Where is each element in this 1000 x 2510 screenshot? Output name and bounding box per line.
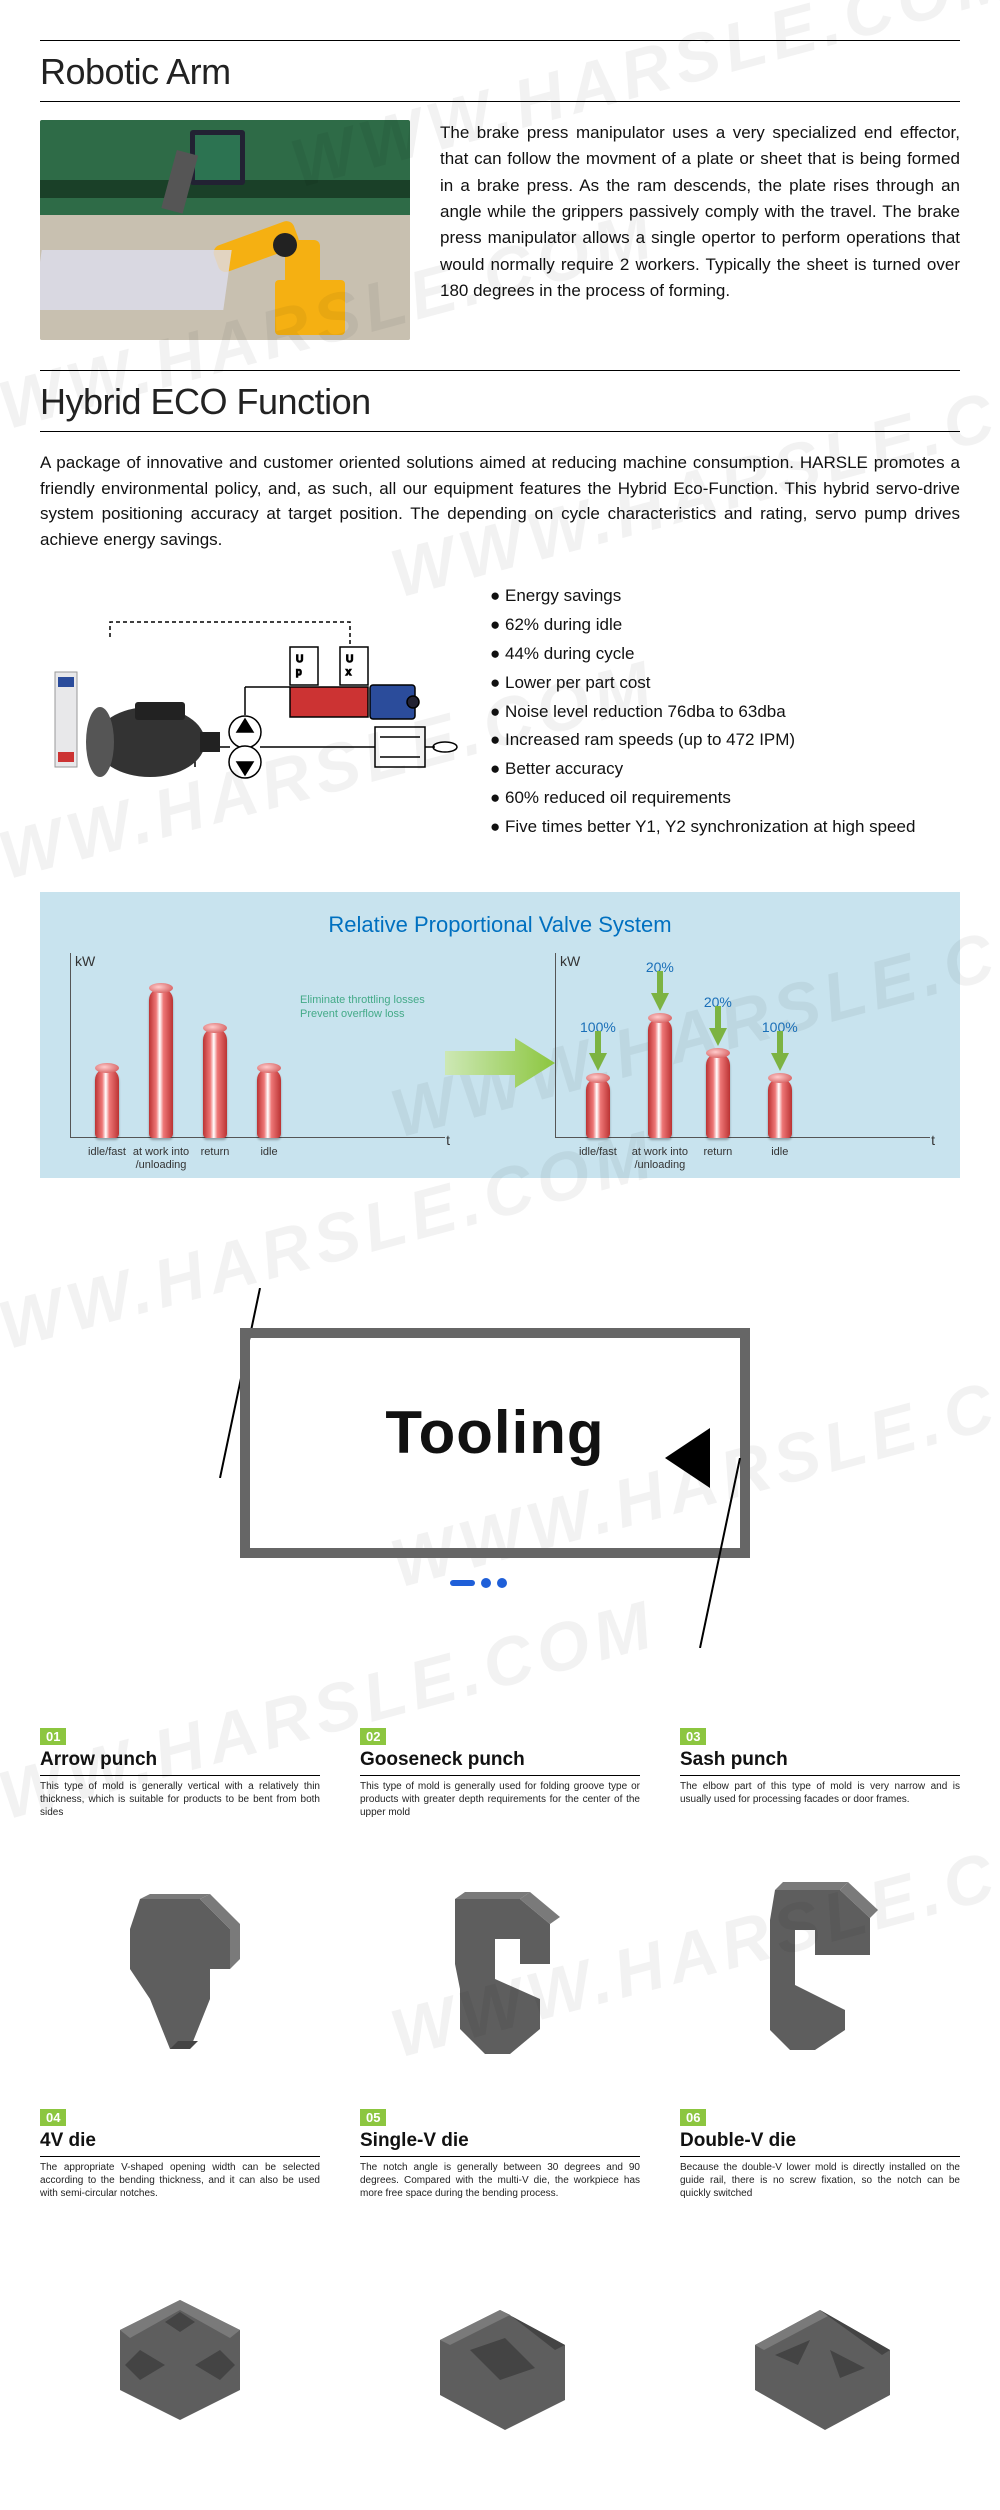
tool-card: 01 Arrow punch This type of mold is gene… xyxy=(40,1728,320,2089)
eco-intro-text: A package of innovative and customer ori… xyxy=(40,450,960,552)
tool-description: This type of mold is generally used for … xyxy=(360,1780,640,1819)
tool-description: The notch angle is generally between 30 … xyxy=(360,2161,640,2200)
eco-bullet: Five times better Y1, Y2 synchronization… xyxy=(490,813,960,842)
divider xyxy=(40,101,960,102)
eco-bullet: 62% during idle xyxy=(490,611,960,640)
tool-name: 4V die xyxy=(40,2130,320,2152)
axis-y-label: kW xyxy=(560,953,580,969)
tool-number-badge: 06 xyxy=(680,2109,706,2126)
divider xyxy=(360,2156,640,2157)
eco-bullet: 60% reduced oil requirements xyxy=(490,784,960,813)
tool-number-badge: 04 xyxy=(40,2109,66,2126)
axis-x-label: t xyxy=(446,1132,450,1148)
tool-name: Sash punch xyxy=(680,1749,960,1771)
tool-number-badge: 01 xyxy=(40,1728,66,1745)
valve-bar: 100% idle xyxy=(762,1019,798,1138)
tool-shape xyxy=(680,2230,960,2470)
axis-y-label: kW xyxy=(75,953,95,969)
tool-name: Gooseneck punch xyxy=(360,1749,640,1771)
tool-name: Arrow punch xyxy=(40,1749,320,1771)
tool-card: 02 Gooseneck punch This type of mold is … xyxy=(360,1728,640,2089)
tool-description: Because the double-V lower mold is direc… xyxy=(680,2161,960,2200)
valve-bar: 20% at work into /unloading xyxy=(646,959,674,1138)
svg-text:x: x xyxy=(346,667,351,678)
eco-bullet: Better accuracy xyxy=(490,755,960,784)
valve-bar: 100% idle/fast xyxy=(580,1019,616,1138)
tool-card: 06 Double-V die Because the double-V low… xyxy=(680,2109,960,2470)
valve-bar: 20% return xyxy=(704,994,732,1138)
tooling-dots xyxy=(450,1578,507,1588)
tool-shape xyxy=(360,2230,640,2470)
eco-diagram: Up Ux xyxy=(40,607,480,817)
tool-shape xyxy=(360,1849,640,2089)
divider xyxy=(680,2156,960,2157)
valve-chart: kW t Eliminate throttling lossesPrevent … xyxy=(70,953,930,1163)
divider xyxy=(680,1775,960,1776)
svg-text:U: U xyxy=(346,654,353,665)
robotic-arm-image xyxy=(40,120,410,340)
tool-card: 03 Sash punch The elbow part of this typ… xyxy=(680,1728,960,2089)
valve-chart-right: kW t 100% idle/fast20% at work into /unl… xyxy=(555,953,930,1163)
valve-big-arrow xyxy=(445,1033,555,1093)
tooling-grid: 01 Arrow punch This type of mold is gene… xyxy=(0,1728,1000,2510)
eco-bullet: 44% during cycle xyxy=(490,640,960,669)
tool-number-badge: 02 xyxy=(360,1728,386,1745)
divider xyxy=(40,370,960,371)
eco-row: Up Ux Energy savings62% during idle44% d… xyxy=(40,582,960,842)
tool-shape xyxy=(40,2230,320,2470)
svg-text:p: p xyxy=(296,667,302,678)
tool-number-badge: 03 xyxy=(680,1728,706,1745)
valve-center-notes: Eliminate throttling lossesPrevent overf… xyxy=(300,993,425,1022)
valve-bar: idle xyxy=(257,1063,281,1138)
valve-chart-left: kW t Eliminate throttling lossesPrevent … xyxy=(70,953,445,1163)
valve-bar: idle/fast xyxy=(95,1063,119,1138)
eco-bullet: Energy savings xyxy=(490,582,960,611)
tool-description: The elbow part of this type of mold is v… xyxy=(680,1780,960,1810)
svg-text:U: U xyxy=(296,654,303,665)
eco-bullet: Increased ram speeds (up to 472 IPM) xyxy=(490,726,960,755)
tool-card: 05 Single-V die The notch angle is gener… xyxy=(360,2109,640,2470)
divider xyxy=(40,2156,320,2157)
eco-bullet: Noise level reduction 76dba to 63dba xyxy=(490,698,960,727)
tool-name: Double-V die xyxy=(680,2130,960,2152)
tool-name: Single-V die xyxy=(360,2130,640,2152)
divider xyxy=(40,431,960,432)
tool-number-badge: 05 xyxy=(360,2109,386,2126)
tooling-banner: Tooling xyxy=(40,1228,960,1728)
robotic-arm-title: Robotic Arm xyxy=(40,51,960,93)
valve-system-panel: Relative Proportional Valve System kW t … xyxy=(40,892,960,1178)
eco-bullets: Energy savings62% during idle44% during … xyxy=(490,582,960,842)
eco-title: Hybrid ECO Function xyxy=(40,381,960,423)
divider xyxy=(40,1775,320,1776)
divider xyxy=(40,40,960,41)
tooling-slash xyxy=(690,1458,750,1648)
robotic-arm-row: The brake press manipulator uses a very … xyxy=(40,120,960,340)
divider xyxy=(360,1775,640,1776)
axis-x-label: t xyxy=(931,1132,935,1148)
eco-bullet: Lower per part cost xyxy=(490,669,960,698)
valve-bar: at work into /unloading xyxy=(149,983,173,1138)
valve-title: Relative Proportional Valve System xyxy=(70,912,930,938)
tool-shape xyxy=(40,1849,320,2089)
tool-description: This type of mold is generally vertical … xyxy=(40,1780,320,1819)
valve-bar: return xyxy=(203,1023,227,1138)
tool-description: The appropriate V-shaped opening width c… xyxy=(40,2161,320,2200)
tool-card: 04 4V die The appropriate V-shaped openi… xyxy=(40,2109,320,2470)
robotic-arm-text: The brake press manipulator uses a very … xyxy=(440,120,960,340)
tool-shape xyxy=(680,1840,960,2080)
